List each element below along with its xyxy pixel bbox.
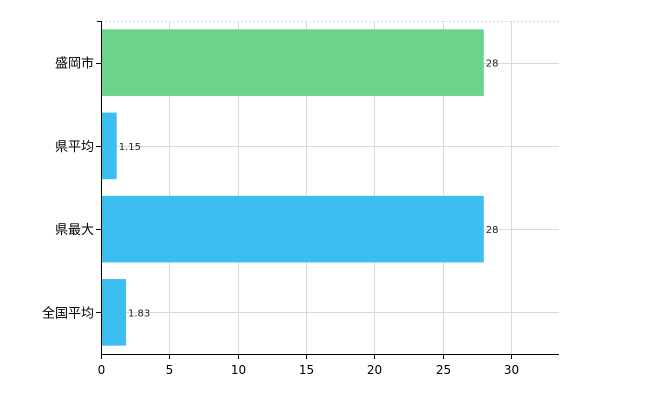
bar-0[interactable] xyxy=(101,29,484,96)
x-tick-label-2: 10 xyxy=(231,363,246,377)
data-label-2: 28 xyxy=(486,225,499,236)
x-tick-label-1: 5 xyxy=(166,363,174,377)
bars xyxy=(101,29,484,346)
y-tick-label-0: 盛岡市 xyxy=(55,56,94,72)
bar-3[interactable] xyxy=(101,279,127,346)
y-tick-label-1: 県平均 xyxy=(55,140,94,155)
data-label-3: 1.83 xyxy=(128,308,150,319)
axes xyxy=(96,21,559,359)
bar-1[interactable] xyxy=(101,112,117,180)
x-tick-label-0: 0 xyxy=(98,363,106,377)
y-tick-label-3: 全国平均 xyxy=(42,305,94,321)
y-tick-label-2: 県最大 xyxy=(55,223,94,238)
data-label-1: 1.15 xyxy=(119,142,141,153)
x-tick-label-4: 20 xyxy=(367,363,382,377)
x-tick-label-5: 25 xyxy=(436,363,451,377)
x-tick-label-3: 15 xyxy=(299,363,314,377)
bar-2[interactable] xyxy=(101,195,484,263)
x-tick-label-6: 30 xyxy=(504,363,519,377)
data-label-0: 28 xyxy=(486,59,499,70)
